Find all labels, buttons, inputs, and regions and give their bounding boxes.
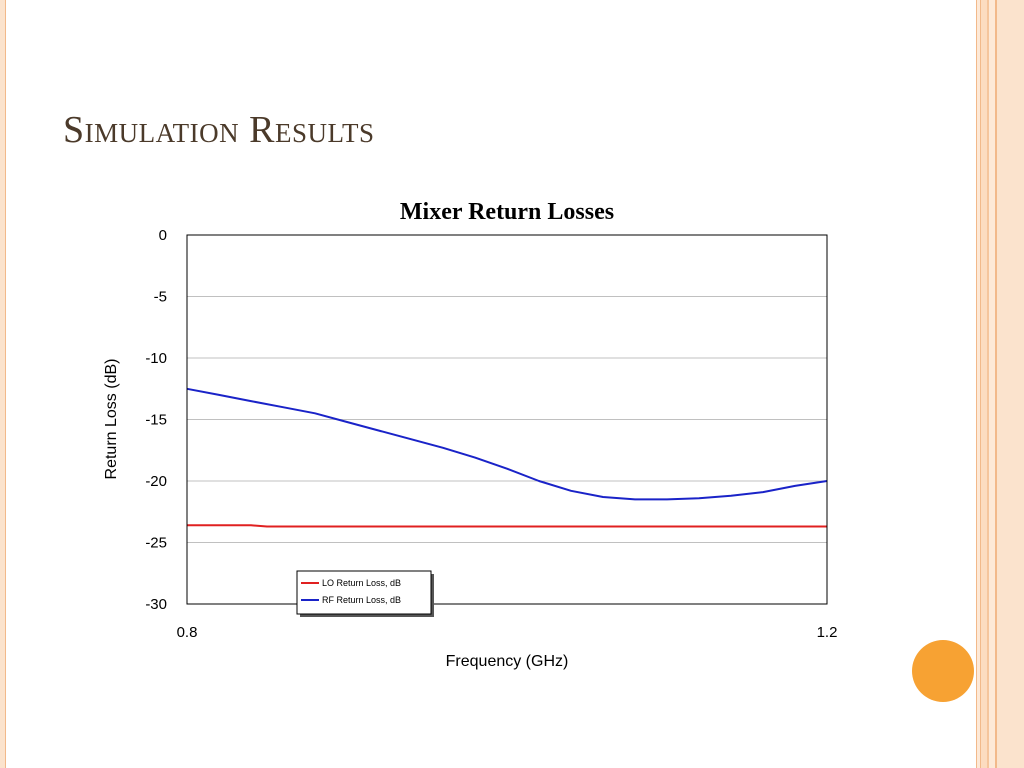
orange-circle-decoration bbox=[912, 640, 974, 702]
y-tick-label: -30 bbox=[145, 596, 167, 613]
legend-entry: LO Return Loss, dB bbox=[322, 578, 401, 588]
y-tick-label: -25 bbox=[145, 535, 167, 552]
y-tick-label: -15 bbox=[145, 412, 167, 429]
legend-entry: RF Return Loss, dB bbox=[322, 595, 401, 605]
x-axis-label: Frequency (GHz) bbox=[446, 653, 569, 670]
series-layer bbox=[186, 387, 828, 528]
legend-box bbox=[296, 570, 432, 615]
y-axis-label: Return Loss (dB) bbox=[103, 359, 120, 480]
slide-title: Simulation Results bbox=[63, 109, 375, 151]
rf-return-loss-line bbox=[186, 387, 828, 501]
chart-title: Mixer Return Losses bbox=[400, 199, 614, 225]
y-tick-label: -20 bbox=[145, 473, 167, 490]
tick-labels: 0 -5 -10 -15 -20 -25 -30 0.8 1.2 bbox=[145, 227, 837, 641]
x-tick-label: 0.8 bbox=[177, 624, 198, 641]
lo-return-loss-line bbox=[187, 524, 827, 528]
legend: LO Return Loss, dB RF Return Loss, dB bbox=[296, 570, 434, 617]
gridlines bbox=[187, 296, 827, 543]
x-tick-label: 1.2 bbox=[817, 624, 838, 641]
return-loss-chart: Mixer Return Losses 0 -5 -10 -15 -20 -25 -30 0.… bbox=[103, 199, 837, 670]
left-border-decoration bbox=[0, 0, 6, 768]
y-tick-label: -5 bbox=[154, 289, 167, 306]
y-tick-label: -10 bbox=[145, 350, 167, 367]
right-border-decoration bbox=[976, 0, 1024, 768]
y-tick-label: 0 bbox=[159, 227, 167, 244]
plot-frame bbox=[186, 234, 828, 605]
